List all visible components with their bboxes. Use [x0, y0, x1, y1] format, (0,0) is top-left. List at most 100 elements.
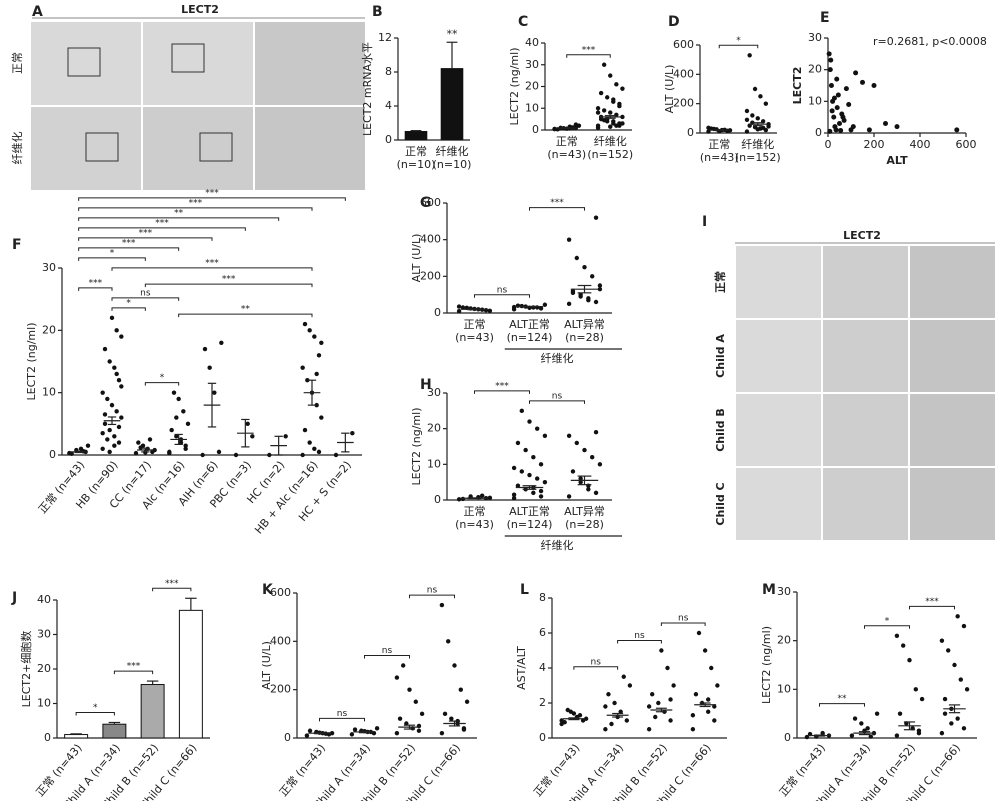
point	[705, 697, 711, 702]
y-axis-label: LECT2 (ng/ml)	[508, 48, 521, 126]
panel-letter: D	[668, 14, 680, 30]
point	[606, 692, 611, 697]
point	[706, 129, 711, 134]
point	[119, 384, 124, 389]
y-tick-label: 0	[784, 731, 791, 744]
significance: *	[736, 36, 741, 46]
point	[617, 103, 622, 109]
point	[116, 440, 122, 445]
point	[100, 390, 105, 395]
point	[601, 118, 607, 123]
y-axis-label: LECT2 (ng/ml)	[25, 323, 38, 401]
bracket	[78, 217, 280, 221]
point	[511, 496, 517, 501]
point	[656, 700, 661, 706]
point	[100, 430, 105, 436]
point	[401, 663, 406, 668]
y-tick-label: 30	[42, 261, 56, 274]
point	[828, 57, 834, 63]
point	[456, 304, 462, 309]
point	[586, 297, 591, 303]
y-tick-label: 10	[427, 457, 441, 470]
point	[603, 704, 608, 709]
point	[519, 469, 524, 474]
significance: ns	[552, 391, 563, 401]
point	[307, 328, 312, 333]
point	[460, 305, 466, 310]
point	[523, 447, 528, 453]
y-tick-label: 0	[44, 731, 51, 744]
point	[207, 365, 212, 370]
point	[133, 450, 139, 456]
point	[314, 402, 319, 408]
y-tick-label: 30	[37, 628, 51, 641]
point	[853, 70, 859, 76]
y-tick-label: 0	[49, 448, 56, 461]
y-tick-label: 10	[777, 682, 791, 695]
panel-letter: E	[820, 10, 830, 26]
point	[614, 123, 619, 128]
micrograph	[821, 318, 910, 394]
point	[866, 127, 872, 133]
significance: ns	[497, 285, 508, 295]
point	[245, 421, 250, 427]
x-tick-label: ALT正常(n=124)	[507, 505, 553, 531]
y-tick-label: 20	[427, 422, 441, 435]
y-axis-label: LECT2 (ng/ml)	[760, 626, 773, 704]
significance: ns	[591, 657, 602, 667]
point	[831, 95, 837, 101]
point	[620, 121, 625, 126]
point	[919, 696, 925, 702]
significance: ns	[678, 614, 689, 624]
point	[646, 727, 652, 732]
point	[515, 440, 521, 446]
point	[174, 415, 179, 420]
point	[907, 657, 912, 663]
y-tick-label: 20	[37, 662, 51, 675]
point	[566, 433, 572, 438]
point	[107, 359, 112, 364]
point	[840, 114, 846, 120]
point	[755, 116, 760, 121]
bar	[440, 68, 464, 141]
inset-box	[85, 132, 119, 162]
point	[593, 490, 599, 496]
significance: ***	[165, 579, 179, 589]
point	[590, 274, 595, 279]
y-tick-label: 30	[777, 585, 791, 598]
point	[578, 479, 583, 485]
point	[577, 713, 583, 718]
point	[668, 718, 673, 723]
point	[894, 733, 900, 738]
point	[407, 687, 412, 692]
point	[958, 677, 963, 682]
bracket	[819, 703, 865, 707]
point	[531, 490, 536, 496]
bracket	[78, 197, 346, 201]
y-tick-label: 30	[427, 386, 441, 399]
bracket	[319, 717, 365, 722]
x-tick-label: 正常(n=43)	[455, 505, 494, 531]
point	[595, 123, 601, 128]
point	[621, 674, 626, 679]
point	[766, 124, 771, 129]
y-tick-label: 0	[434, 493, 441, 506]
point	[316, 353, 322, 358]
significance: *	[93, 703, 98, 713]
y-tick-label: 10	[808, 94, 822, 107]
point	[107, 449, 112, 455]
bracket	[909, 605, 955, 610]
point	[250, 434, 255, 439]
point	[578, 476, 583, 481]
y-axis-label: LECT2 (ng/ml)	[410, 408, 423, 486]
y-tick-label: 400	[420, 233, 441, 246]
point	[705, 709, 711, 714]
y-tick-label: 0	[687, 126, 694, 139]
point	[511, 304, 517, 310]
y-tick-label: 0	[434, 306, 441, 319]
x-tick-label: 正常(n=43)	[455, 318, 494, 344]
row-label: Child B	[714, 408, 727, 452]
y-tick-label: 30	[808, 31, 822, 44]
point	[535, 476, 540, 481]
